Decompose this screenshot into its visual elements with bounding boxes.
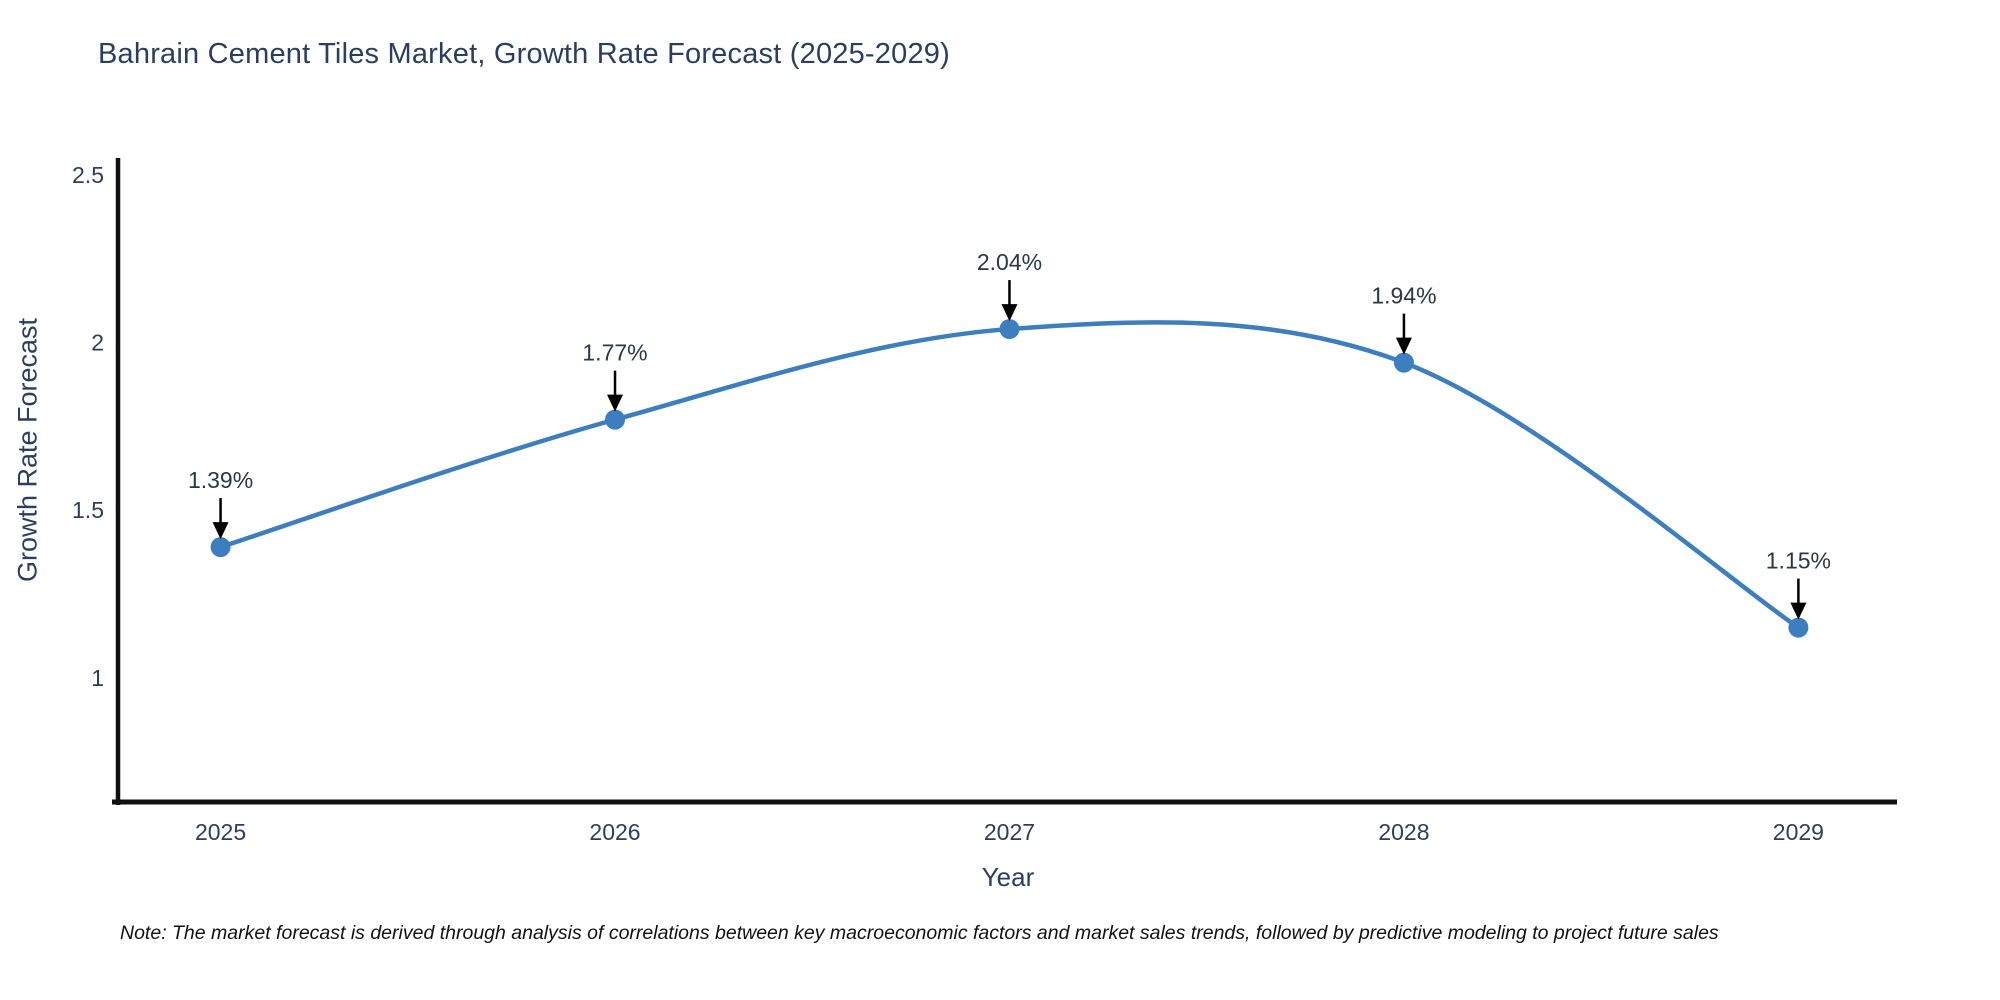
annotation-arrowhead-icon [212,522,229,540]
x-tick-label: 2026 [589,819,640,845]
annotation-arrowhead-icon [1001,304,1018,322]
x-tick-label: 2027 [984,819,1035,845]
chart-title: Bahrain Cement Tiles Market, Growth Rate… [98,38,950,70]
data-point-marker[interactable] [210,537,231,558]
data-point-marker[interactable] [1788,617,1809,638]
x-tick-label: 2028 [1378,819,1429,845]
data-point-marker[interactable] [605,409,626,430]
data-point-label: 1.15% [1766,548,1831,574]
data-point-marker[interactable] [1393,352,1414,373]
x-tick-label: 2025 [195,819,246,845]
annotation-arrowhead-icon [1790,602,1807,620]
y-tick-label: 1 [91,665,104,691]
x-tick-label: 2029 [1773,819,1824,845]
forecast-line [218,320,1801,630]
y-tick-label: 2 [91,329,104,355]
data-point-marker[interactable] [999,319,1020,340]
annotation-arrowhead-icon [607,394,624,412]
y-tick-label: 1.5 [72,497,104,523]
x-axis-title: Year [981,862,1035,892]
annotation-arrowhead-icon [1395,337,1412,355]
data-point-label: 1.94% [1371,283,1436,309]
data-point-label: 1.77% [582,340,647,366]
footnote-text: Note: The market forecast is derived thr… [120,922,1719,944]
y-tick-label: 2.5 [72,162,104,188]
data-point-label: 1.39% [188,467,253,493]
data-point-label: 2.04% [977,249,1042,275]
y-axis-title: Growth Rate Forecast [12,317,43,583]
